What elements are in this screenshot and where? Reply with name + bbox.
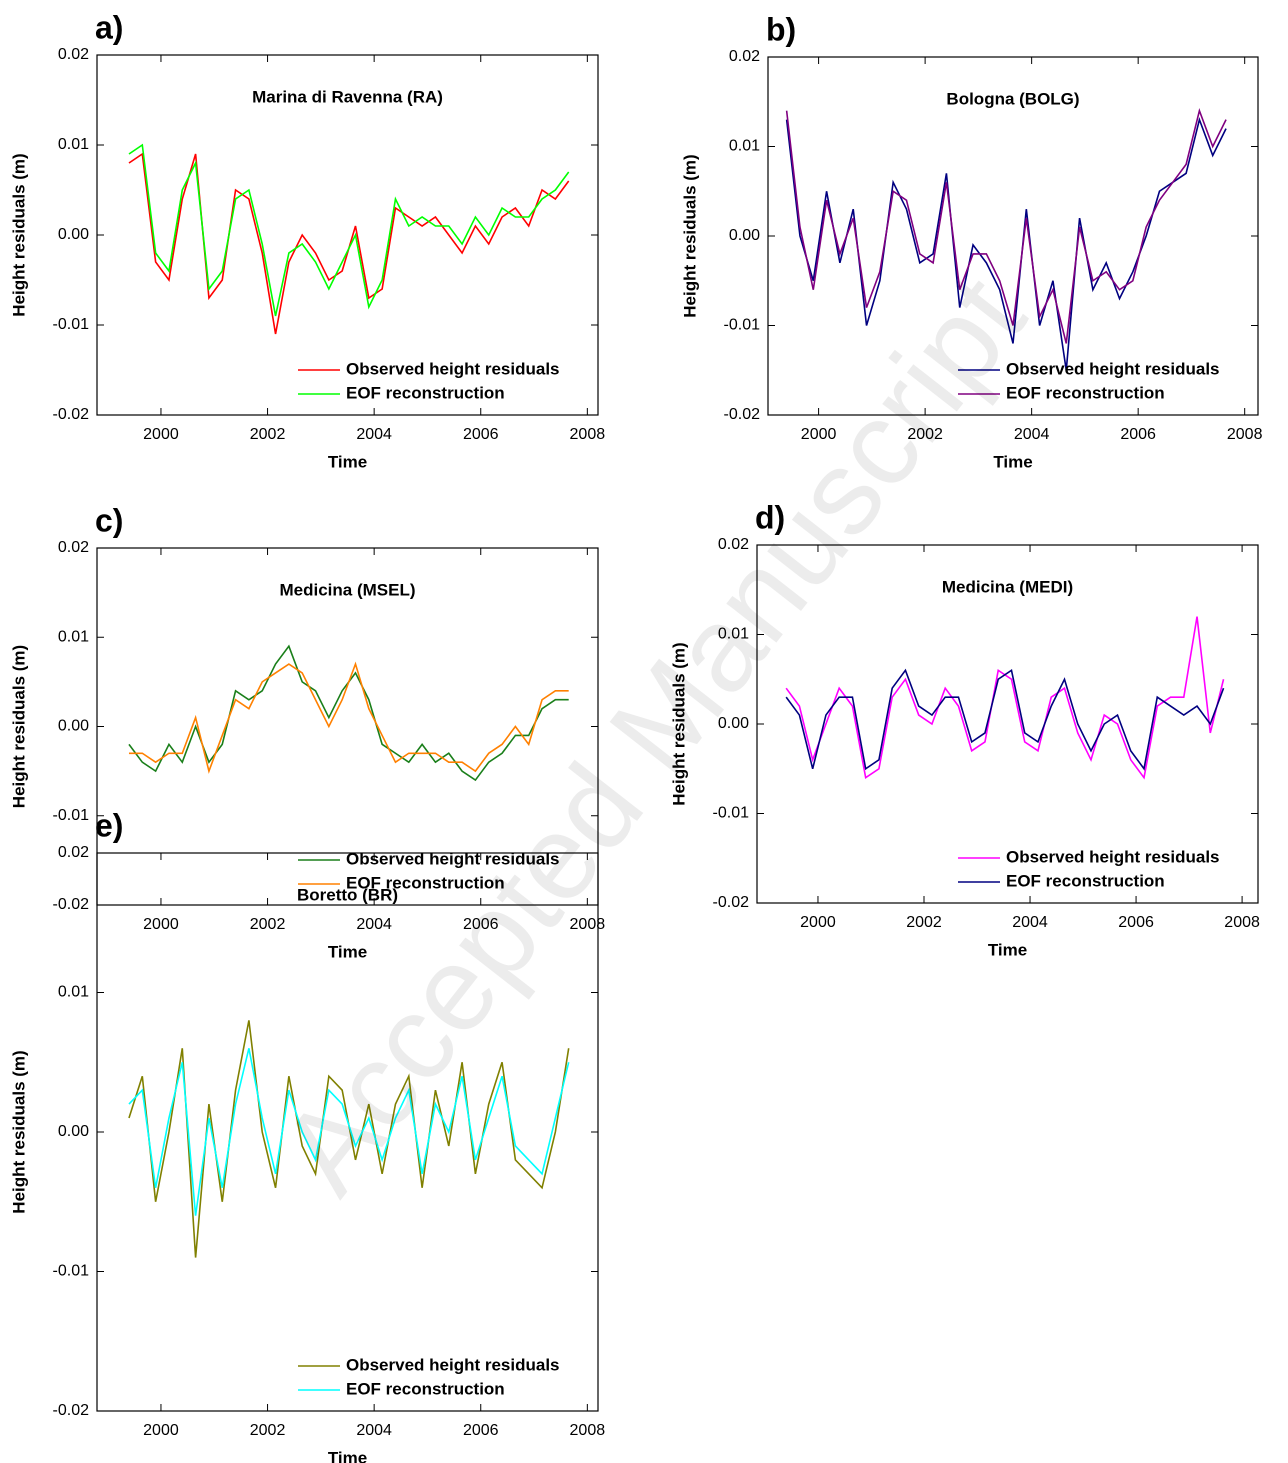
- x-tick-label: 2004: [356, 1422, 392, 1439]
- chart-title: Bologna (BOLG): [946, 89, 1079, 108]
- panel-label: b): [766, 11, 796, 47]
- x-tick-label: 2000: [143, 426, 179, 443]
- legend-label: Observed height residuals: [1006, 847, 1220, 866]
- y-tick-label: -0.02: [53, 896, 90, 913]
- y-tick-label: 0.02: [58, 844, 89, 861]
- panel-label: a): [95, 9, 123, 45]
- y-tick-label: 0.01: [729, 138, 760, 155]
- x-tick-label: 2004: [356, 916, 392, 933]
- x-tick-label: 2002: [250, 1422, 286, 1439]
- panel-label: e): [95, 807, 123, 843]
- plots: -0.02 -0.01 0.00 0.01 0.02 2000 2002 2004 2006 20…: [9, 9, 1262, 1463]
- data-line: [128, 1048, 570, 1216]
- legend-label: EOF reconstruction: [1006, 871, 1165, 890]
- y-tick-label: 0.00: [58, 718, 89, 735]
- legend-label: EOF reconstruction: [346, 873, 505, 892]
- y-tick-label: 0.02: [58, 46, 89, 63]
- x-axis-label: Time: [328, 452, 367, 471]
- legend-label: Observed height residuals: [346, 359, 560, 378]
- x-tick-label: 2002: [250, 916, 286, 933]
- y-tick-label: -0.02: [724, 406, 761, 423]
- x-tick-label: 2004: [1012, 914, 1048, 931]
- x-tick-label: 2004: [356, 426, 392, 443]
- y-tick-label: 0.01: [718, 626, 749, 643]
- x-tick-label: 2002: [250, 426, 286, 443]
- legend-label: Observed height residuals: [346, 849, 560, 868]
- y-tick-label: -0.02: [53, 406, 90, 423]
- x-axis-label: Time: [328, 1448, 367, 1463]
- x-tick-label: 2000: [143, 1422, 179, 1439]
- x-tick-label: 2006: [1118, 914, 1154, 931]
- y-tick-label: 0.01: [58, 628, 89, 645]
- data-line: [128, 143, 570, 317]
- chart-title: Marina di Ravenna (RA): [252, 87, 443, 106]
- x-tick-label: 2008: [570, 1422, 606, 1439]
- y-tick-label: 0.02: [58, 539, 89, 556]
- data-line: [128, 661, 569, 774]
- x-tick-label: 2006: [463, 916, 499, 933]
- chart-title: Medicina (MSEL): [279, 580, 415, 599]
- panel-label: c): [95, 502, 123, 538]
- x-tick-label: 2000: [143, 916, 179, 933]
- x-tick-label: 2002: [906, 914, 942, 931]
- y-axis-label: Height residuals (m): [669, 642, 688, 805]
- y-tick-label: -0.01: [53, 316, 90, 333]
- y-tick-label: -0.01: [724, 317, 761, 334]
- y-tick-label: -0.01: [713, 805, 750, 822]
- y-tick-label: 0.00: [729, 227, 760, 244]
- x-tick-label: 2006: [463, 426, 499, 443]
- y-tick-label: 0.01: [58, 136, 89, 153]
- y-tick-label: -0.02: [53, 1402, 90, 1419]
- y-tick-label: 0.00: [58, 1123, 89, 1140]
- x-axis-label: Time: [328, 942, 367, 961]
- x-tick-label: 2006: [463, 1422, 499, 1439]
- x-tick-label: 2000: [801, 426, 837, 443]
- x-tick-label: 2008: [570, 916, 606, 933]
- legend-label: Observed height residuals: [346, 1355, 560, 1374]
- y-tick-label: -0.01: [53, 807, 90, 824]
- legend-label: Observed height residuals: [1006, 359, 1220, 378]
- y-tick-label: 0.01: [58, 984, 89, 1001]
- x-axis-label: Time: [988, 940, 1027, 959]
- y-axis-label: Height residuals (m): [9, 1050, 28, 1213]
- y-axis-label: Height residuals (m): [9, 645, 28, 808]
- x-tick-label: 2008: [1227, 426, 1263, 443]
- chart-title: Medicina (MEDI): [942, 577, 1073, 596]
- y-tick-label: 0.00: [58, 226, 89, 243]
- panel-label: d): [755, 499, 785, 535]
- x-tick-label: 2008: [570, 426, 606, 443]
- y-axis-label: Height residuals (m): [680, 154, 699, 317]
- legend-label: EOF reconstruction: [346, 1379, 505, 1398]
- y-tick-label: -0.01: [53, 1263, 90, 1280]
- x-tick-label: 2002: [907, 426, 943, 443]
- x-tick-label: 2008: [1224, 914, 1260, 931]
- data-line: [785, 668, 1225, 771]
- legend-label: EOF reconstruction: [346, 383, 505, 402]
- y-tick-label: 0.02: [729, 48, 760, 65]
- data-line: [785, 107, 1227, 344]
- chart-title: Boretto (BR): [297, 885, 398, 904]
- y-tick-label: -0.02: [713, 894, 750, 911]
- y-axis-label: Height residuals (m): [9, 153, 28, 316]
- x-tick-label: 2000: [800, 914, 836, 931]
- legend-label: EOF reconstruction: [1006, 383, 1165, 402]
- x-tick-label: 2004: [1014, 426, 1050, 443]
- y-tick-label: 0.02: [718, 536, 749, 553]
- x-tick-label: 2006: [1120, 426, 1156, 443]
- y-tick-label: 0.00: [718, 715, 749, 732]
- x-axis-label: Time: [993, 452, 1032, 471]
